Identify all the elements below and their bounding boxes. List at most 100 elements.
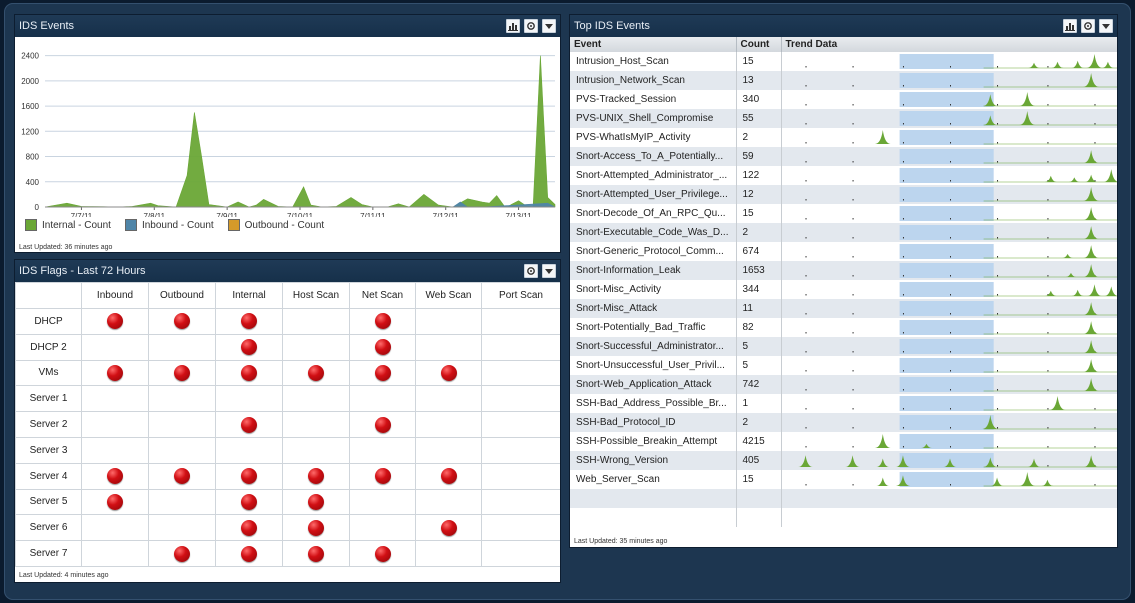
trend-tick	[805, 275, 807, 277]
trend-tick	[1046, 351, 1048, 353]
red-flag-icon[interactable]	[241, 468, 257, 485]
trend-highlight-band	[899, 206, 994, 221]
empty-cell	[736, 508, 782, 527]
top-events-row[interactable]: PVS-WhatIsMyIP_Activity 2	[570, 128, 1117, 147]
trend-spike	[1082, 264, 1099, 277]
red-flag-icon[interactable]	[241, 339, 257, 356]
y-tick-label: 1200	[21, 127, 39, 136]
top-events-row[interactable]: PVS-UNIX_Shell_Compromise 55	[570, 109, 1117, 128]
top-events-row[interactable]: SSH-Bad_Protocol_ID 2	[570, 413, 1117, 432]
flags-cell	[148, 385, 216, 413]
red-flag-icon[interactable]	[440, 468, 457, 485]
top-events-row[interactable]: SSH-Bad_Address_Possible_Br... 1	[570, 394, 1117, 413]
red-flag-icon[interactable]	[374, 364, 391, 381]
top-events-row[interactable]: Snort-Attempted_Administrator_... 122	[570, 166, 1117, 185]
legend-item[interactable]: Internal - Count	[25, 219, 111, 231]
red-flag-icon[interactable]	[374, 416, 391, 433]
red-flag-icon[interactable]	[241, 493, 257, 510]
trend-spike	[1082, 359, 1099, 372]
top-events-row[interactable]: Snort-Web_Application_Attack 742	[570, 375, 1117, 394]
settings-icon[interactable]	[524, 19, 538, 33]
trend-spike	[1061, 253, 1073, 258]
event-trend-sparkline	[781, 470, 1117, 489]
trend-spike	[981, 415, 998, 429]
y-tick-label: 800	[26, 153, 40, 162]
event-trend-sparkline	[781, 413, 1117, 432]
red-flag-icon[interactable]	[440, 364, 457, 381]
trend-tick	[996, 446, 998, 448]
settings-icon[interactable]	[524, 264, 538, 278]
top-events-row[interactable]: Snort-Unsuccessful_User_Privil... 5	[570, 356, 1117, 375]
top-events-row[interactable]: Snort-Decode_Of_An_RPC_Qu... 15	[570, 204, 1117, 223]
chart-icon[interactable]	[1063, 19, 1077, 33]
red-flag-icon[interactable]	[308, 545, 324, 562]
top-events-row[interactable]: PVS-Tracked_Session 340	[570, 90, 1117, 109]
trend-tick	[852, 237, 854, 239]
red-flag-icon[interactable]	[308, 468, 324, 485]
red-flag-icon[interactable]	[241, 416, 257, 433]
top-events-row[interactable]: Snort-Executable_Code_Was_D... 2	[570, 223, 1117, 242]
red-flag-icon[interactable]	[241, 545, 257, 562]
trend-tick	[902, 256, 904, 258]
top-events-row[interactable]: SSH-Possible_Breakin_Attempt 4215	[570, 432, 1117, 451]
top-events-row[interactable]: Intrusion_Host_Scan 15	[570, 52, 1117, 71]
trend-spike	[1027, 62, 1040, 68]
top-events-column-header[interactable]: Trend Data	[781, 37, 1117, 52]
red-flag-icon[interactable]	[241, 519, 257, 536]
top-events-row[interactable]: Snort-Access_To_A_Potentially... 59	[570, 147, 1117, 166]
trend-tick	[1046, 104, 1048, 106]
trend-tick	[996, 66, 998, 68]
top-events-row[interactable]: SSH-Wrong_Version 405	[570, 451, 1117, 470]
red-flag-icon[interactable]	[374, 339, 391, 356]
settings-icon[interactable]	[1081, 19, 1095, 33]
red-flag-icon[interactable]	[174, 313, 190, 330]
red-flag-icon[interactable]	[308, 493, 324, 510]
legend-item[interactable]: Inbound - Count	[124, 219, 214, 231]
trend-tick	[805, 446, 807, 448]
red-flag-icon[interactable]	[374, 545, 391, 562]
event-name: Snort-Potentially_Bad_Traffic	[570, 318, 737, 337]
trend-tick	[996, 85, 998, 87]
top-events-row[interactable]: Snort-Misc_Activity 344	[570, 280, 1117, 299]
top-events-column-header[interactable]: Count	[736, 37, 782, 52]
red-flag-icon[interactable]	[107, 364, 123, 381]
top-events-row[interactable]: Snort-Information_Leak 1653	[570, 261, 1117, 280]
top-events-row[interactable]: Snort-Potentially_Bad_Traffic 82	[570, 318, 1117, 337]
red-flag-icon[interactable]	[308, 364, 324, 381]
red-flag-icon[interactable]	[374, 468, 391, 485]
top-events-row[interactable]: Snort-Attempted_User_Privilege... 12	[570, 185, 1117, 204]
event-count: 15	[736, 470, 782, 489]
red-flag-icon[interactable]	[440, 519, 457, 536]
top-events-row[interactable]: Snort-Generic_Protocol_Comm... 674	[570, 242, 1117, 261]
red-flag-icon[interactable]	[174, 364, 190, 381]
event-name: Snort-Attempted_Administrator_...	[570, 166, 737, 185]
top-events-column-header[interactable]: Event	[570, 37, 737, 52]
red-flag-icon[interactable]	[374, 313, 391, 330]
red-flag-icon[interactable]	[107, 493, 123, 510]
red-flag-icon[interactable]	[174, 545, 190, 562]
trend-tick	[805, 123, 807, 125]
red-flag-icon[interactable]	[107, 313, 123, 330]
top-events-row[interactable]: Snort-Misc_Attack 11	[570, 299, 1117, 318]
legend-swatch	[227, 219, 240, 231]
trend-tick	[996, 313, 998, 315]
flags-cell	[81, 514, 149, 542]
red-flag-icon[interactable]	[308, 519, 324, 536]
red-flag-icon[interactable]	[241, 313, 257, 330]
trend-tick	[949, 256, 951, 258]
event-trend-sparkline	[781, 299, 1117, 318]
trend-highlight-band	[899, 149, 994, 164]
legend-item[interactable]: Outbound - Count	[227, 219, 324, 231]
dropdown-icon[interactable]	[542, 264, 556, 278]
top-events-row[interactable]: Snort-Successful_Administrator... 5	[570, 337, 1117, 356]
red-flag-icon[interactable]	[107, 468, 123, 485]
red-flag-icon[interactable]	[241, 364, 257, 381]
top-events-row[interactable]: Intrusion_Network_Scan 13	[570, 71, 1117, 90]
chart-icon[interactable]	[506, 19, 520, 33]
dropdown-icon[interactable]	[542, 19, 556, 33]
top-events-row[interactable]: Web_Server_Scan 15	[570, 470, 1117, 489]
red-flag-icon[interactable]	[174, 468, 190, 485]
flags-cell	[282, 308, 350, 335]
trend-tick	[949, 142, 951, 144]
dropdown-icon[interactable]	[1099, 19, 1113, 33]
